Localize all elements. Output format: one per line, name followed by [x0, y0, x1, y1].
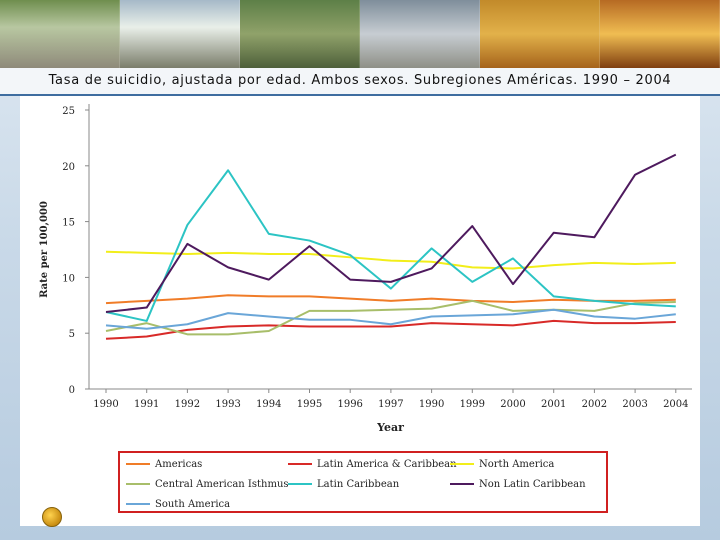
legend-item-latin-caribbean: Latin Caribbean [288, 475, 399, 493]
x-tick-label: 1993 [215, 399, 240, 410]
legend-swatch [126, 463, 150, 465]
chart-legend: Americas Latin America & Caribbean North A… [118, 451, 608, 513]
x-axis-title: Year [376, 421, 404, 434]
banner-photo-volcano [120, 0, 240, 68]
legend-label: Central American Isthmus [155, 478, 289, 490]
y-tick-label: 10 [62, 273, 75, 284]
legend-label: Non Latin Caribbean [479, 478, 586, 490]
legend-swatch [450, 463, 474, 465]
series-line-latin-america-caribbean [105, 319, 676, 340]
banner-photo-forest [240, 0, 360, 68]
y-tick-label: 25 [62, 106, 75, 117]
x-tick-label: 2000 [500, 399, 525, 410]
x-tick-label: 2003 [622, 399, 647, 410]
organization-logo-icon [42, 507, 62, 527]
series-line-north-america [105, 250, 676, 270]
y-axis-title: Rate per 100,000 [39, 201, 50, 298]
x-tick-label: 1996 [337, 399, 362, 410]
series-line-americas [105, 294, 676, 305]
x-tick-label: 2002 [582, 399, 607, 410]
x-tick-label: 2001 [541, 399, 566, 410]
series-line-south-america [105, 308, 676, 330]
x-tick-label: 1992 [175, 399, 200, 410]
y-tick-label: 15 [62, 218, 75, 229]
banner-photo-fire [600, 0, 720, 68]
legend-swatch [126, 483, 150, 485]
legend-item-latin-america-caribbean: Latin America & Caribbean [288, 455, 457, 473]
legend-item-central-american-isthmus: Central American Isthmus [126, 475, 289, 493]
legend-swatch [450, 483, 474, 485]
y-tick-label: 20 [62, 162, 75, 173]
x-tick-label: 1990 [93, 399, 118, 410]
line-chart: 0 5 10 15 20 25 1990 1991 1992 1993 1994 1995 1996 19… [39, 104, 692, 434]
legend-swatch [288, 483, 312, 485]
legend-swatch [126, 503, 150, 505]
legend-label: Latin Caribbean [317, 478, 400, 490]
banner-photo-people [360, 0, 480, 68]
x-tick-label: 1990 [419, 399, 444, 410]
legend-item-non-latin-caribbean: Non Latin Caribbean [450, 475, 586, 493]
legend-label: Latin America & Caribbean [317, 458, 457, 470]
legend-label: South America [155, 498, 231, 510]
legend-item-north-america: North America [450, 455, 554, 473]
legend-item-americas: Americas [126, 455, 202, 473]
banner-photo-landscape [0, 0, 120, 68]
legend-label: North America [479, 458, 555, 470]
legend-item-south-america: South America [126, 495, 230, 513]
title-strip: Tasa de suicidio, ajustada por edad. Amb… [0, 68, 720, 96]
legend-label: Americas [155, 458, 203, 470]
x-tick-label: 1999 [460, 399, 485, 410]
x-tick-label: 1991 [134, 399, 159, 410]
x-tick-label: 1997 [378, 399, 403, 410]
series-line-non-latin-caribbean [105, 153, 677, 313]
legend-swatch [288, 463, 312, 465]
y-tick-label: 0 [69, 385, 75, 396]
x-tick-label: 1995 [297, 399, 322, 410]
series-line-central-american-isthmus [105, 299, 676, 336]
banner-photo-market [480, 0, 600, 68]
x-tick-label: 1994 [256, 399, 281, 410]
slide-title: Tasa de suicidio, ajustada por edad. Amb… [48, 73, 672, 88]
y-tick-label: 5 [69, 329, 75, 340]
header-photo-banner [0, 0, 720, 68]
series-line-latin-caribbean [105, 169, 676, 322]
x-tick-label: 2004 [663, 399, 688, 410]
